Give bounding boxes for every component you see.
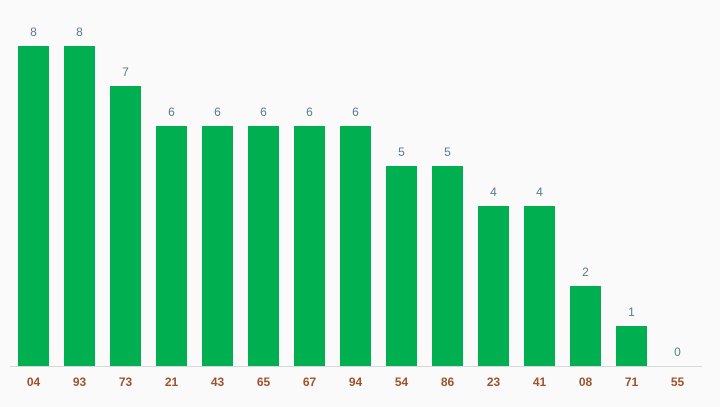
value-label: 5: [444, 145, 451, 159]
value-label: 5: [398, 145, 405, 159]
value-label: 0: [674, 345, 681, 359]
bar: [110, 86, 141, 366]
bar: [616, 326, 647, 366]
x-tick-label: 67: [303, 375, 317, 389]
x-tick-label: 21: [165, 375, 179, 389]
bar: [248, 126, 279, 366]
x-tick-label: 93: [73, 375, 87, 389]
x-tick-label: 04: [27, 375, 41, 389]
x-tick-label: 08: [579, 375, 593, 389]
bar: [570, 286, 601, 366]
value-label: 6: [214, 105, 221, 119]
x-tick-label: 65: [257, 375, 271, 389]
bar: [294, 126, 325, 366]
value-label: 6: [260, 105, 267, 119]
bar: [524, 206, 555, 366]
x-tick-label: 43: [211, 375, 225, 389]
bar: [340, 126, 371, 366]
value-label: 7: [122, 65, 129, 79]
value-label: 4: [536, 185, 543, 199]
x-tick-label: 86: [441, 375, 455, 389]
value-label: 6: [306, 105, 313, 119]
x-tick-label: 94: [349, 375, 363, 389]
value-label: 4: [490, 185, 497, 199]
x-tick-label: 54: [395, 375, 409, 389]
value-label: 6: [352, 105, 359, 119]
x-tick-label: 55: [671, 375, 685, 389]
value-label: 8: [30, 25, 37, 39]
value-label: 6: [168, 105, 175, 119]
bar: [478, 206, 509, 366]
x-tick-label: 71: [625, 375, 639, 389]
x-tick-label: 23: [487, 375, 501, 389]
x-tick-label: 41: [533, 375, 547, 389]
value-label: 1: [628, 305, 635, 319]
value-label: 8: [76, 25, 83, 39]
bar: [156, 126, 187, 366]
bar: [386, 166, 417, 366]
x-tick-label: 73: [119, 375, 133, 389]
bar: [432, 166, 463, 366]
bar: [202, 126, 233, 366]
value-label: 2: [582, 265, 589, 279]
bar: [18, 46, 49, 366]
bar: [64, 46, 95, 366]
